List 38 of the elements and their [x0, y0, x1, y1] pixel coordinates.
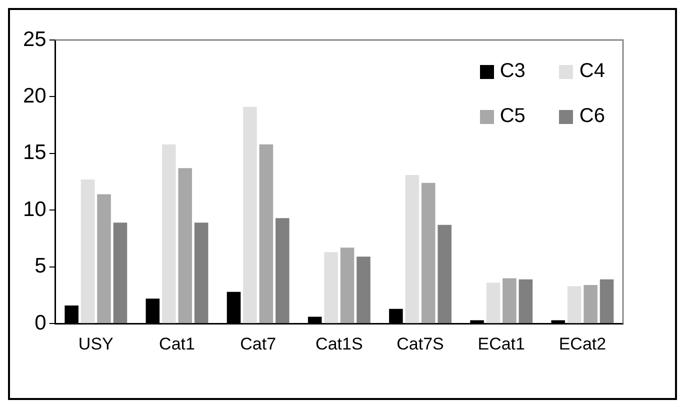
bar: [243, 106, 257, 324]
bar: [97, 194, 111, 324]
bar: [80, 180, 95, 324]
bar: [162, 144, 176, 324]
bar: [567, 286, 582, 324]
bar: [324, 252, 338, 324]
x-tick-label: Cat1: [159, 334, 195, 354]
legend-label: C6: [579, 105, 605, 128]
bar: [600, 279, 614, 324]
bar: [502, 278, 516, 324]
y-tick-label: 0: [34, 311, 46, 334]
bar: [113, 222, 128, 324]
x-tick-label: Cat1S: [316, 334, 363, 354]
y-tick-label: 20: [23, 84, 46, 108]
bar: [356, 256, 370, 324]
y-tick-label: 15: [23, 141, 46, 164]
bar: [259, 144, 274, 324]
bar: [340, 248, 354, 324]
bar: [276, 218, 290, 324]
bar: [584, 285, 598, 324]
bar: [438, 224, 452, 324]
bar: [518, 279, 533, 324]
bar: [421, 182, 436, 324]
x-tick-label: Cat7S: [396, 334, 444, 354]
y-tick-label: 5: [34, 254, 46, 278]
legend-label: C4: [579, 60, 605, 83]
x-tick-label: ECat2: [558, 334, 606, 354]
bar: [405, 174, 420, 324]
legend-label: C5: [500, 105, 526, 128]
x-tick-label: Cat7: [240, 334, 276, 354]
bar: [194, 222, 208, 324]
bar: [486, 282, 500, 324]
y-tick-label: 10: [23, 198, 46, 221]
y-tick-label: 25: [23, 28, 46, 51]
x-tick-label: ECat1: [478, 334, 525, 354]
legend-label: C3: [500, 60, 526, 83]
bar: [178, 168, 192, 324]
x-tick-label: USY: [78, 334, 114, 354]
